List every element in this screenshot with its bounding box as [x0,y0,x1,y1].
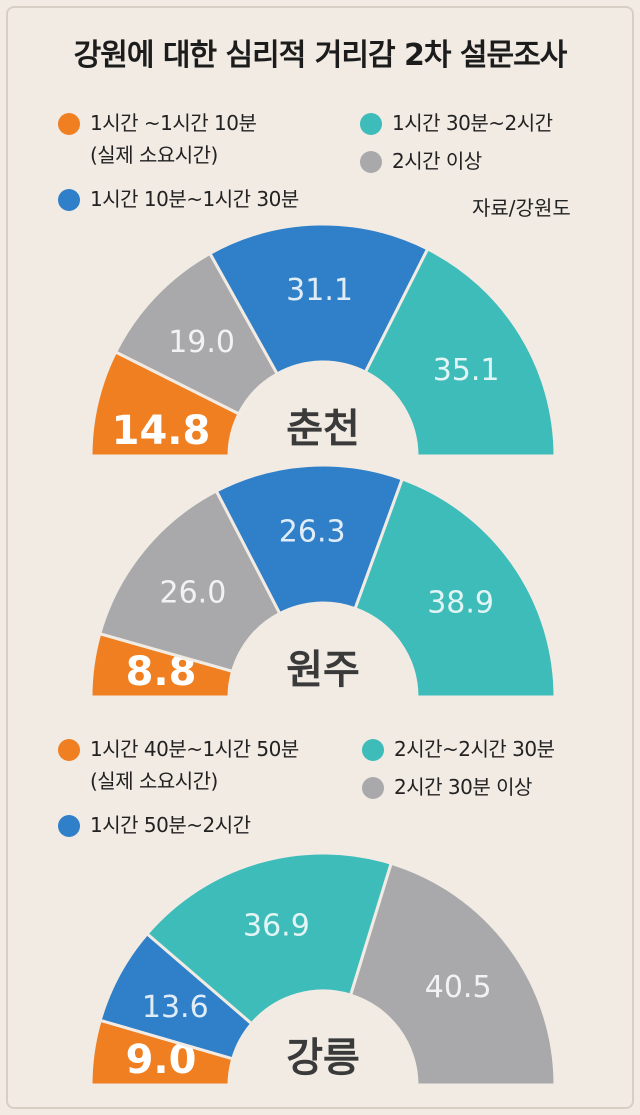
chart-slice [214,463,405,616]
legend-label: 2시간 이상 [392,149,482,173]
chart-value-label: 13.6 [142,990,209,1025]
chart-value-label: 14.8 [112,408,211,454]
chart-value-label: 26.0 [159,576,226,611]
legend-dot-blue [58,815,80,837]
chart-slice [363,246,557,458]
page-title: 강원에 대한 심리적 거리감 2차 설문조사 [73,38,568,73]
chart-slice [207,222,430,376]
chart-city-label: 원주 [286,647,360,693]
source-note: 자료/강원도 [472,196,571,220]
legend-sublabel: (실제 소요시간) [90,143,218,167]
legend-dot-teal [360,113,382,135]
legend-dot-teal [362,739,384,761]
chart-inner-hole [231,993,415,1085]
chart-slice [97,488,282,674]
chart-inner-hole [231,605,415,697]
chart-slice [353,477,557,699]
chart-value-label: 38.9 [427,586,494,621]
legend-label: 2시간~2시간 30분 [394,737,555,761]
legend-label: 1시간 30분~2시간 [392,111,553,135]
chart-slice [348,861,557,1087]
chart-value-label: 35.1 [433,353,500,388]
legend-dot-orange [58,739,80,761]
legend-label: 1시간 50분~2시간 [90,813,251,837]
legend-dot-gray [360,151,382,173]
chart-city-label: 춘천 [286,406,360,452]
legend-label: 1시간 40분~1시간 50분 [90,737,299,761]
chart-inner-hole [231,364,415,456]
legend-dot-blue [58,189,80,211]
legend-label: 1시간 ~1시간 10분 [90,111,257,135]
legend-sublabel: (실제 소요시간) [90,769,218,793]
chart-slice [144,851,394,1026]
legend-label: 1시간 10분~1시간 30분 [90,187,299,211]
legend-label: 2시간 30분 이상 [394,775,532,799]
chart-value-label: 19.0 [168,325,235,360]
chart-value-label: 40.5 [425,970,492,1005]
chart-value-label: 26.3 [279,514,346,549]
legend-dot-orange [58,113,80,135]
legend-dot-gray [362,777,384,799]
chart-value-label: 36.9 [243,909,310,944]
chart-value-label: 31.1 [286,273,353,308]
chart-city-label: 강릉 [286,1035,360,1081]
